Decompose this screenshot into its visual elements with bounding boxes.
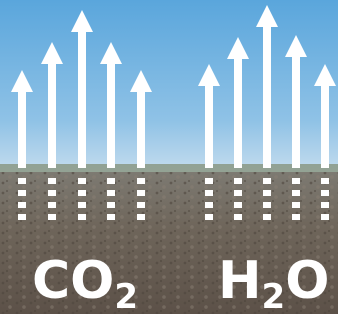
scene: CO2 H2O (0, 0, 338, 314)
arrow-dash (107, 190, 115, 196)
arrow-dash (205, 178, 213, 184)
arrow-dash (78, 190, 86, 196)
arrow-dash (263, 178, 271, 184)
arrow-dash (18, 202, 26, 208)
page: {"left_label": {"main": "CO", "subscript… (0, 0, 338, 314)
label-subscript: 2 (114, 277, 138, 314)
arrow-shaft (78, 30, 86, 168)
arrow-shaft (137, 90, 145, 168)
arrow-dash (292, 178, 300, 184)
arrow-dash (18, 214, 26, 220)
arrow-dash (48, 178, 56, 184)
arrow-dash (107, 178, 115, 184)
arrow-dash (78, 178, 86, 184)
arrow-dash (292, 214, 300, 220)
arrow-dash (205, 202, 213, 208)
arrow-dash (48, 202, 56, 208)
arrow-dash (48, 214, 56, 220)
arrow-shaft (234, 57, 242, 168)
arrow-dash (18, 178, 26, 184)
arrow-shaft (205, 84, 213, 168)
arrow-dash (137, 190, 145, 196)
arrow-dash (234, 202, 242, 208)
arrow-dash (234, 190, 242, 196)
label-main: H (218, 251, 262, 311)
arrow-dash (18, 190, 26, 196)
arrow-dash (321, 202, 329, 208)
arrow-dash (321, 214, 329, 220)
arrow-dash (137, 214, 145, 220)
arrow-shaft (292, 55, 300, 168)
arrow-dash (234, 178, 242, 184)
arrow-dash (263, 214, 271, 220)
arrow-dash (234, 214, 242, 220)
label-main: CO (32, 251, 114, 311)
arrow-dash (48, 190, 56, 196)
arrow-shaft (263, 25, 271, 168)
label-tail: O (285, 251, 329, 311)
arrow-shaft (18, 90, 26, 168)
arrow-dash (107, 214, 115, 220)
arrow-dash (263, 190, 271, 196)
arrow-dash (78, 214, 86, 220)
arrow-dash (263, 202, 271, 208)
arrow-dash (205, 190, 213, 196)
arrow-shaft (107, 62, 115, 168)
arrow-shaft (48, 62, 56, 168)
arrow-dash (321, 190, 329, 196)
arrow-dash (107, 202, 115, 208)
arrow-dash (292, 202, 300, 208)
arrow-dash (137, 178, 145, 184)
arrow-dash (205, 214, 213, 220)
arrow-dash (137, 202, 145, 208)
arrow-dash (78, 202, 86, 208)
arrow-shaft (321, 84, 329, 168)
arrow-dash (292, 190, 300, 196)
arrow-dash (321, 178, 329, 184)
label-subscript: 2 (262, 277, 286, 314)
